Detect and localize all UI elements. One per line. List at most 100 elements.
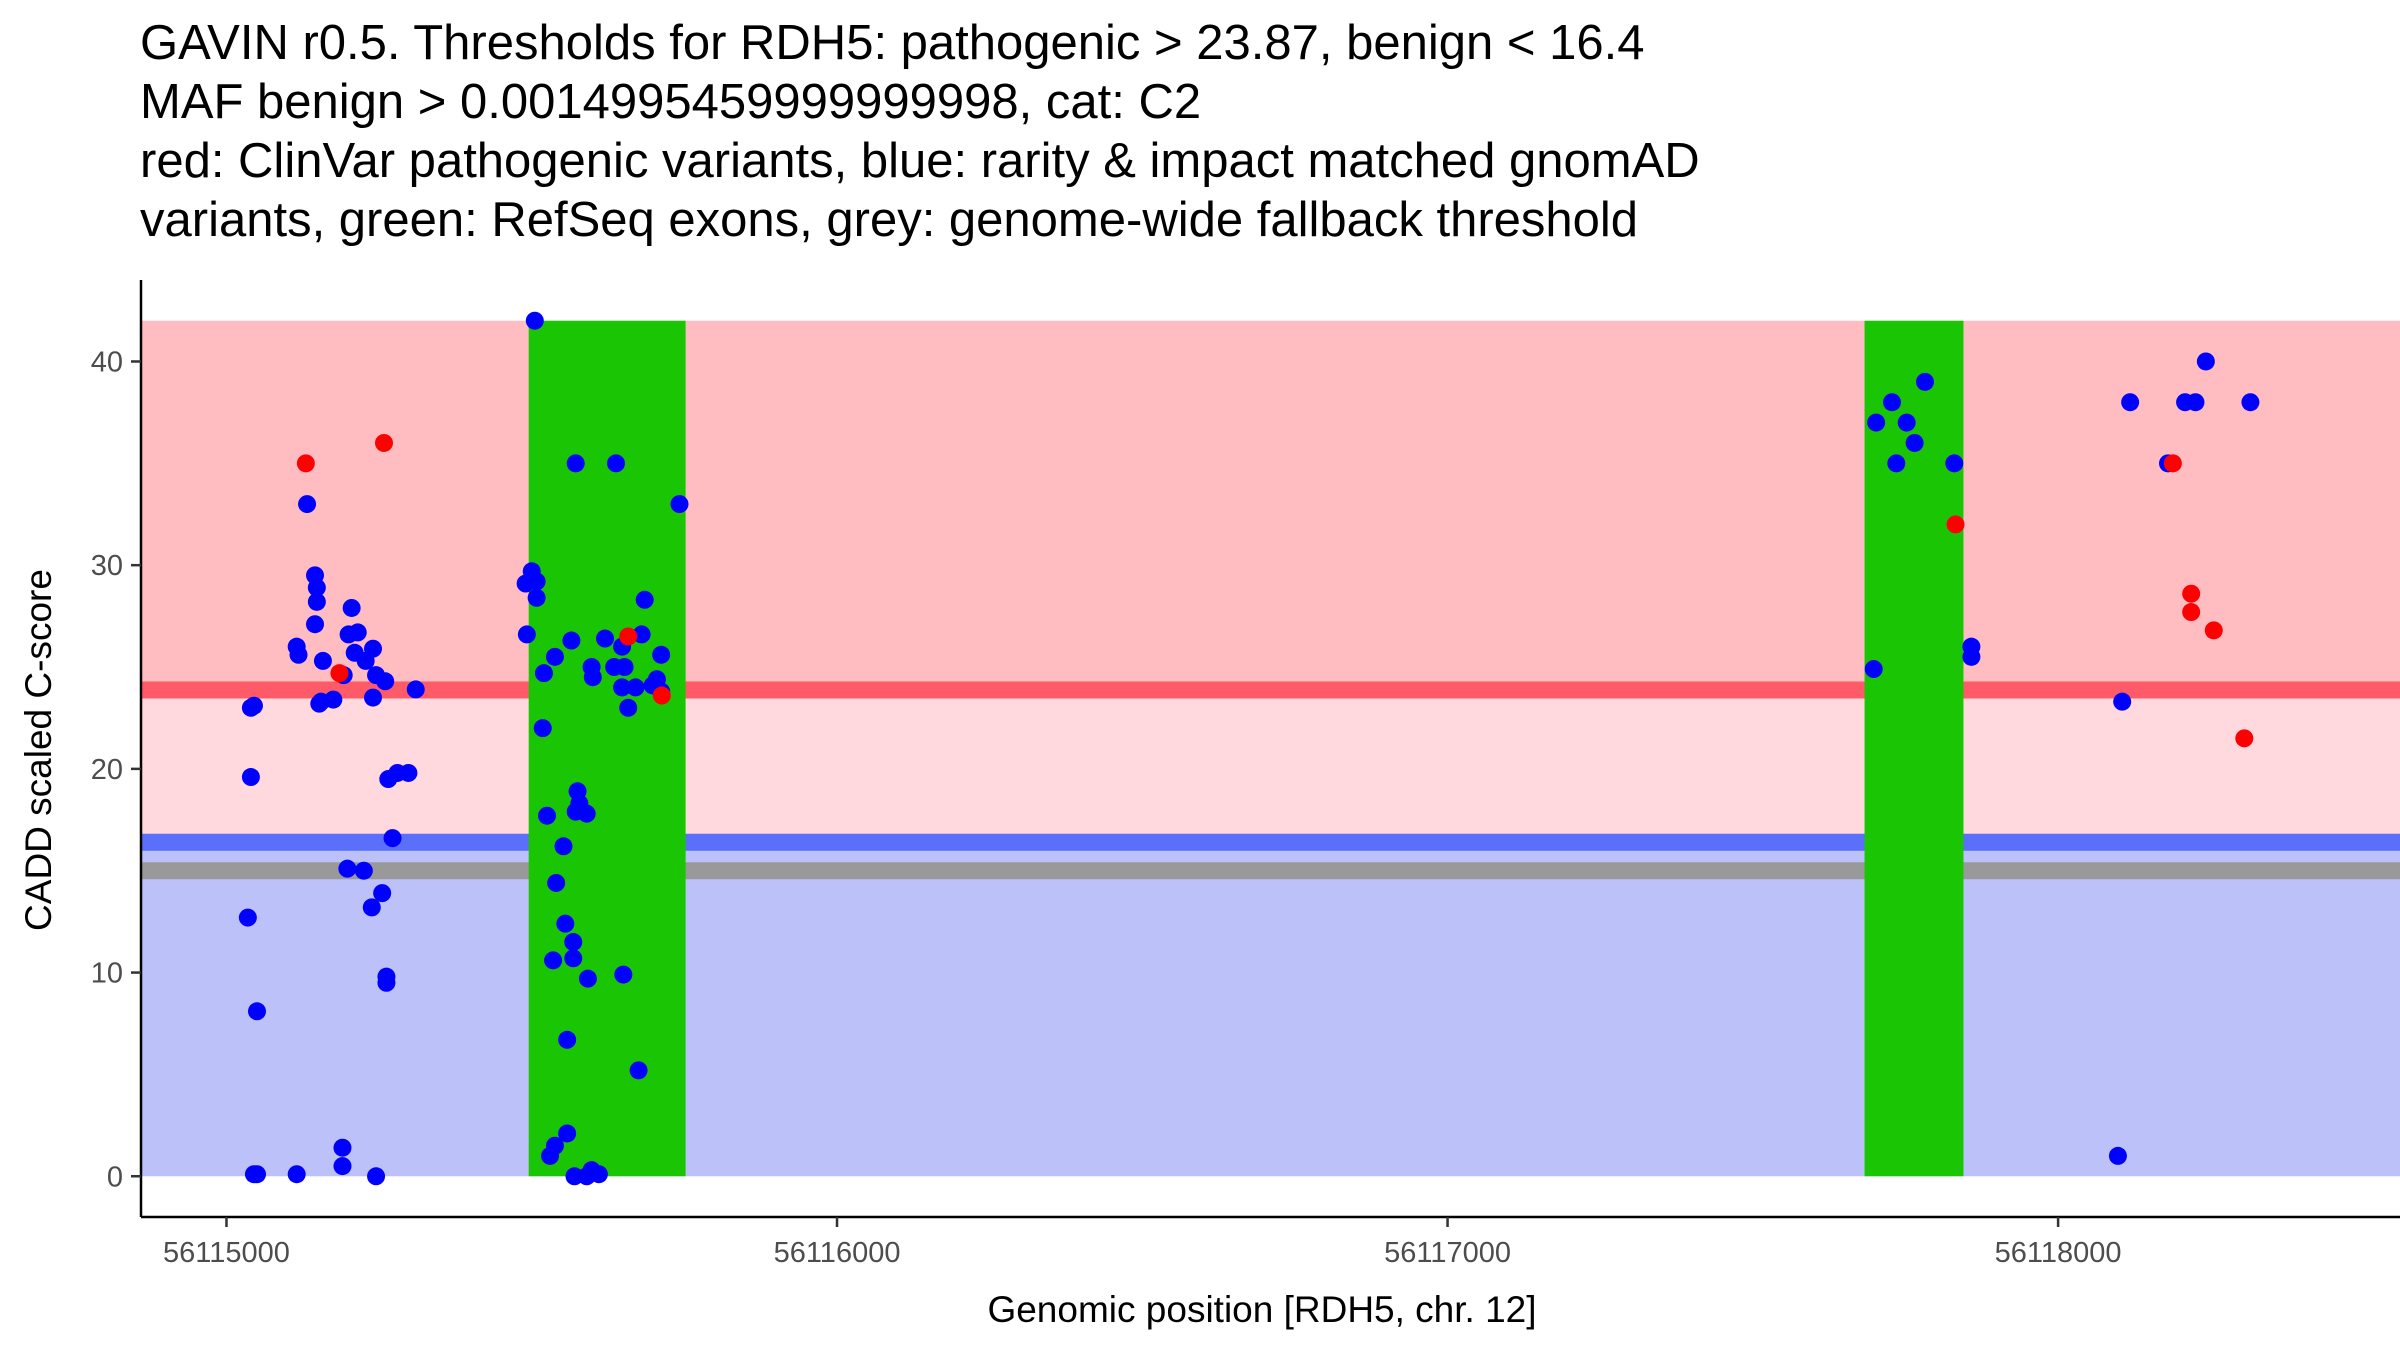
title-line: GAVIN r0.5. Thresholds for RDH5: pathoge…: [140, 16, 1645, 70]
data-points: [238, 311, 2260, 1186]
gnomad-point: [577, 804, 596, 823]
gnomad-point: [1905, 433, 1924, 452]
gnomad-point: [1897, 413, 1916, 432]
gnomad-point: [2113, 692, 2132, 711]
gnomad-point: [517, 625, 536, 644]
clinvar-point: [2163, 454, 2182, 473]
clinvar-point: [2235, 729, 2254, 748]
y-tick-label: 30: [91, 550, 123, 582]
clinvar-point: [2204, 621, 2223, 640]
region-benign: [141, 842, 2400, 1177]
clinvar-point: [2182, 584, 2201, 603]
gnomad-point: [629, 1061, 648, 1080]
clinvar-point: [1946, 515, 1965, 534]
axes: [139, 280, 2400, 1219]
gnomad-point: [534, 664, 553, 683]
x-axis-title: Genomic position [RDH5, chr. 12]: [987, 1289, 1536, 1330]
gnomad-point: [338, 859, 357, 878]
gnomad-point: [558, 1030, 577, 1049]
gnomad-point: [1867, 413, 1886, 432]
gnomad-point: [613, 678, 632, 697]
region-pathogenic: [141, 320, 2400, 691]
x-tick-label: 56117000: [1384, 1237, 1511, 1269]
gnomad-point: [362, 898, 381, 917]
gnomad-point: [564, 949, 583, 968]
gnomad-point: [306, 615, 325, 634]
gnomad-point: [562, 631, 581, 650]
gnomad-point: [533, 719, 552, 738]
y-tick-label: 0: [107, 1161, 123, 1193]
gnomad-point: [544, 951, 563, 970]
gnomad-point: [1887, 454, 1906, 473]
gnomad-point: [578, 969, 597, 988]
y-axis-title: CADD scaled C-score: [18, 569, 59, 931]
gnomad-point: [364, 688, 383, 707]
clinvar-point: [296, 454, 315, 473]
gnomad-point: [619, 698, 638, 717]
gnomad-point: [1864, 660, 1883, 679]
clinvar-point: [330, 664, 349, 683]
gnomad-point: [525, 311, 544, 330]
threshold-regions: [141, 320, 2400, 1177]
gnomad-point: [2196, 352, 2215, 371]
gnomad-point: [589, 1165, 608, 1184]
title-line: MAF benign > 0.0014995459999999998, cat:…: [140, 75, 1202, 129]
gnomad-point: [615, 658, 634, 677]
gnomad-point: [632, 625, 651, 644]
title-line: red: ClinVar pathogenic variants, blue: …: [140, 134, 1700, 188]
x-axis-ticks: 56115000 56116000 56117000 56118000: [163, 1217, 2122, 1269]
gnomad-point: [307, 592, 326, 611]
y-tick-label: 40: [91, 346, 123, 378]
y-tick-label: 10: [91, 958, 123, 990]
gnomad-point: [399, 763, 418, 782]
gnomad-point: [376, 672, 395, 691]
gnomad-point: [545, 647, 564, 666]
gnomad-point: [241, 698, 260, 717]
gnomad-point: [333, 1157, 352, 1176]
gnomad-point: [2241, 393, 2260, 412]
gnomad-point: [652, 645, 671, 664]
gnomad-point: [298, 495, 317, 514]
gnomad-point: [547, 873, 566, 892]
gnomad-point: [367, 1167, 386, 1186]
chart-title: GAVIN r0.5. Thresholds for RDH5: pathoge…: [140, 14, 1700, 250]
gnomad-point: [354, 861, 373, 880]
gnomad-point: [313, 651, 332, 670]
gnomad-point: [583, 668, 602, 687]
gnomad-point: [377, 973, 396, 992]
exon-bar: [528, 320, 686, 1177]
title-line: variants, green: RefSeq exons, grey: gen…: [140, 193, 1639, 247]
x-tick-label: 56116000: [774, 1237, 901, 1269]
gnomad-point: [373, 884, 392, 903]
gnomad-point: [383, 829, 402, 848]
gnomad-point: [596, 629, 615, 648]
gnomad-point: [342, 598, 361, 617]
gnomad-point: [307, 578, 326, 597]
gnomad-point: [1883, 393, 1902, 412]
gnomad-point: [241, 768, 260, 787]
gnomad-point: [348, 623, 367, 642]
gnomad-point: [289, 645, 308, 664]
threshold-lines: [141, 681, 2400, 880]
gnomad-point: [324, 690, 343, 709]
clinvar-point: [2182, 603, 2201, 622]
y-axis-ticks: 0 10 20 30 40: [91, 346, 141, 1193]
gnomad-point: [1945, 454, 1964, 473]
gnomad-point: [248, 1165, 267, 1184]
x-tick-label: 56115000: [163, 1237, 290, 1269]
gnomad-point: [527, 572, 546, 591]
gnomad-point: [670, 495, 689, 514]
clinvar-point: [619, 627, 638, 646]
gnomad-point: [607, 454, 626, 473]
gnomad-point: [2186, 393, 2205, 412]
clinvar-point: [374, 433, 393, 452]
gnomad-point: [248, 1002, 267, 1021]
gnomad-point: [1915, 372, 1934, 391]
gnomad-point: [556, 914, 575, 933]
gnomad-point: [564, 933, 583, 952]
gnomad-point: [406, 680, 425, 699]
region-intermediate: [141, 690, 2400, 843]
x-tick-label: 56118000: [1995, 1237, 2122, 1269]
gnomad-point: [2121, 393, 2140, 412]
